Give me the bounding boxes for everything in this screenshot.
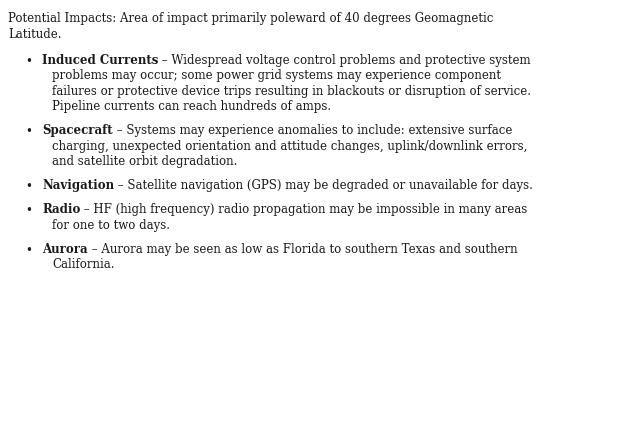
Text: – Satellite navigation (GPS) may be degraded or unavailable for days.: – Satellite navigation (GPS) may be degr… xyxy=(114,179,533,192)
Text: •: • xyxy=(25,244,32,257)
Text: •: • xyxy=(25,125,32,138)
Text: •: • xyxy=(25,204,32,217)
Text: Aurora: Aurora xyxy=(42,243,88,256)
Text: – Aurora may be seen as low as Florida to southern Texas and southern: – Aurora may be seen as low as Florida t… xyxy=(88,243,517,256)
Text: Navigation: Navigation xyxy=(42,179,114,192)
Text: – Systems may experience anomalies to include: extensive surface: – Systems may experience anomalies to in… xyxy=(113,124,512,137)
Text: – Widespread voltage control problems and protective system: – Widespread voltage control problems an… xyxy=(158,54,531,67)
Text: •: • xyxy=(25,55,32,68)
Text: – HF (high frequency) radio propagation may be impossible in many areas: – HF (high frequency) radio propagation … xyxy=(80,203,527,216)
Text: •: • xyxy=(25,181,32,194)
Text: Pipeline currents can reach hundreds of amps.: Pipeline currents can reach hundreds of … xyxy=(52,100,331,113)
Text: Induced Currents: Induced Currents xyxy=(42,54,158,67)
Text: Latitude.: Latitude. xyxy=(8,28,61,41)
Text: Spacecraft: Spacecraft xyxy=(42,124,113,137)
Text: for one to two days.: for one to two days. xyxy=(52,219,170,232)
Text: problems may occur; some power grid systems may experience component: problems may occur; some power grid syst… xyxy=(52,70,501,83)
Text: charging, unexpected orientation and attitude changes, uplink/downlink errors,: charging, unexpected orientation and att… xyxy=(52,140,527,153)
Text: Radio: Radio xyxy=(42,203,80,216)
Text: failures or protective device trips resulting in blackouts or disruption of serv: failures or protective device trips resu… xyxy=(52,85,531,98)
Text: and satellite orbit degradation.: and satellite orbit degradation. xyxy=(52,156,238,168)
Text: California.: California. xyxy=(52,258,115,271)
Text: Potential Impacts: Area of impact primarily poleward of 40 degrees Geomagnetic: Potential Impacts: Area of impact primar… xyxy=(8,12,493,25)
